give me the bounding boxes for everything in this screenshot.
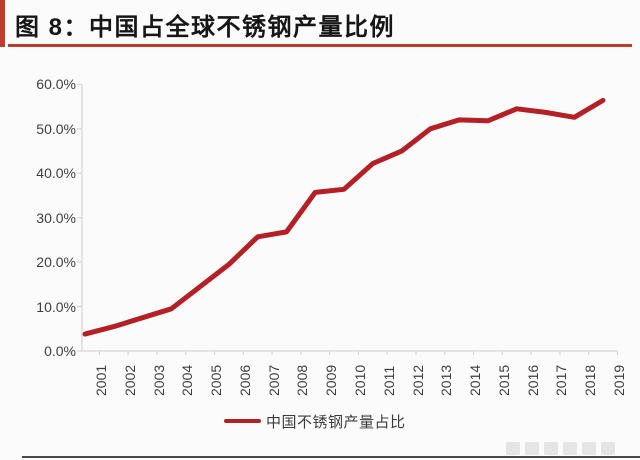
- watermark-glyph: [601, 442, 615, 455]
- y-axis-label: 30.0%: [36, 209, 76, 226]
- figure-title: 图 8：中国占全球不锈钢产量比例: [15, 14, 396, 41]
- watermark-glyph: [582, 442, 596, 455]
- figure-header: 图 8：中国占全球不锈钢产量比例: [0, 0, 640, 48]
- x-axis-label: 2017: [553, 364, 570, 396]
- watermark-glyph: [563, 442, 577, 455]
- x-axis-label: 2010: [352, 364, 369, 396]
- x-axis-label: 2004: [179, 364, 196, 396]
- y-axis-label: 50.0%: [36, 120, 76, 137]
- x-axis-label: 2001: [93, 364, 109, 396]
- x-axis-label: 2002: [121, 364, 138, 396]
- y-axis-label: 40.0%: [36, 165, 76, 182]
- watermark-glyph: [506, 442, 520, 455]
- title-accent-bar: [0, 0, 5, 47]
- watermark-glyph: [544, 442, 558, 455]
- x-axis-label: 2016: [524, 364, 541, 396]
- x-axis-label: 2007: [265, 364, 282, 396]
- x-axis-label: 2013: [438, 364, 455, 396]
- x-axis-label: 2006: [236, 364, 253, 396]
- y-axis-label: 20.0%: [36, 254, 76, 271]
- watermark-glyph: [525, 442, 539, 455]
- y-axis-label: 10.0%: [36, 298, 76, 315]
- legend-line-swatch: [224, 419, 261, 423]
- chart-legend: 中国不锈钢产量占比: [224, 412, 406, 431]
- legend-label: 中国不锈钢产量占比: [266, 413, 406, 431]
- x-axis-label: 2015: [495, 364, 512, 396]
- series-line-china-share: [82, 97, 606, 337]
- x-axis-label: 2014: [467, 364, 484, 396]
- x-axis-label: 2008: [294, 364, 311, 396]
- y-axis-label: 0.0%: [44, 343, 76, 359]
- bottom-rule: [22, 456, 640, 458]
- x-axis-label: 2009: [323, 364, 340, 396]
- title-underline: [8, 44, 632, 47]
- x-axis-label: 2005: [208, 364, 225, 396]
- y-axis-label: 60.0%: [36, 76, 76, 93]
- x-axis-label: 2019: [611, 364, 628, 396]
- x-axis-label: 2012: [409, 364, 426, 396]
- x-axis-label: 2003: [150, 364, 167, 396]
- x-axis-label: 2011: [380, 365, 397, 396]
- x-axis-label: 2018: [582, 364, 599, 396]
- watermark: [506, 442, 615, 455]
